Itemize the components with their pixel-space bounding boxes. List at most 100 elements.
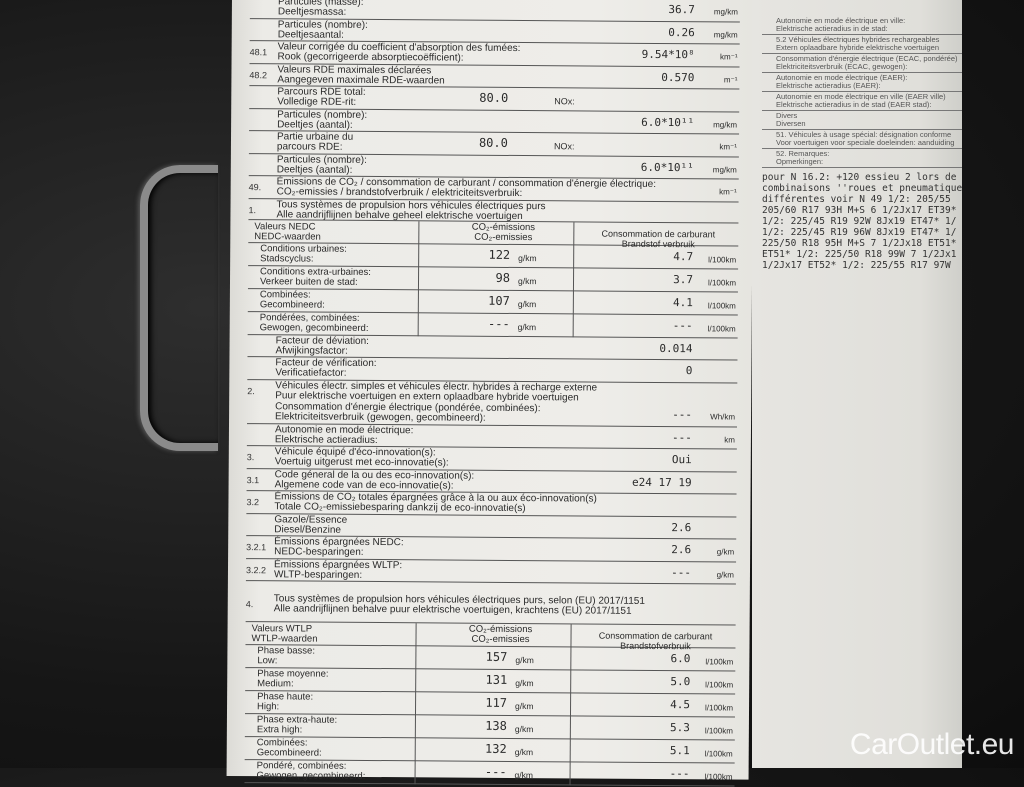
field-label: Consommation d'énergie électrique (pondé…: [275, 401, 541, 424]
field-value: 6.0*10¹¹: [641, 115, 695, 129]
label-nl: Elektrische actieradius:: [274, 433, 378, 446]
row-label: Phase moyenne: Medium:: [257, 668, 328, 689]
field-unit: mg/km: [713, 29, 738, 40]
fuel-value: 4.5: [670, 698, 691, 712]
co2-value: 157: [485, 649, 508, 664]
remarks-line: 1/2: 225/45 R19 96W 8Jx19 ET47* 1/: [762, 227, 957, 238]
label-nl: Deeltjesmassa:: [277, 6, 347, 18]
label-nl: Verificatiefactor:: [275, 367, 347, 379]
label-nl: High:: [257, 701, 280, 713]
fuel-unit: l/100km: [704, 772, 733, 782]
co2-value: 131: [485, 672, 508, 687]
field-value: 0.26: [668, 25, 695, 39]
co2-unit: g/km: [517, 298, 537, 309]
header-nl: NEDC-waarden: [254, 230, 321, 243]
row-label: Phase haute: High:: [257, 691, 313, 713]
door-handle: [140, 165, 218, 451]
table-row: Phase extra-haute: Extra high: 138 g/km 5.3 l…: [244, 714, 735, 741]
fuel-value: ---: [669, 767, 690, 781]
right-page-line: Elektrische actieradius in de stad (EAER…: [776, 100, 932, 109]
field-label: Véhicule équipé d'éco-innovation(s): Voer…: [275, 446, 449, 468]
right-page-row: Divers Diversen: [762, 111, 962, 130]
section-label: Tous systèmes de propulsion hors véhicul…: [274, 593, 645, 617]
distance-value: 80.0: [479, 90, 509, 105]
right-page-rows: Autonomie en mode électrique en ville: El…: [762, 16, 962, 168]
label-nl: Gewogen, gecombineerd:: [256, 770, 366, 782]
label-nl: Aangegeven maximale RDE-waarden: [277, 73, 445, 86]
fuel-value: 4.7: [673, 249, 694, 263]
right-page-line: Autonomie en mode électrique en ville:: [776, 16, 906, 25]
right-page-line: 5.2 Véhicules électriques hybrides recha…: [776, 35, 940, 44]
watermark-logo: CarOutlet.eu: [849, 728, 1015, 761]
table-header: Valeurs NEDC NEDC-waarden CO₂-émissions CO₂…: [248, 219, 739, 249]
header-fr: Consommation de carburant: [601, 228, 716, 239]
field-unit: km⁻¹: [719, 52, 738, 62]
table-header: Valeurs WTLP WTLP-waarden CO₂-émissions CO₂…: [245, 622, 736, 651]
fuel-value: 5.0: [670, 675, 691, 689]
item-number: 1.: [248, 204, 257, 215]
field-unit: g/km: [716, 569, 735, 580]
wltp-table: Valeurs WTLP WTLP-waarden CO₂-émissions CO₂…: [244, 621, 736, 787]
table-row: Phase haute: High: 117 g/km 4.5 l/100km: [244, 691, 736, 718]
row-label: Conditions urbaines: Stadscyclus:: [260, 243, 347, 265]
label-nl: Stadscyclus:: [260, 252, 314, 265]
right-page-line: 51. Véhicules à usage spécial: désignati…: [776, 130, 952, 139]
co2-unit: g/km: [517, 275, 537, 286]
label-nl: Deeltjes (aantal):: [277, 118, 353, 131]
label-nl: Deeltjes (aantal):: [276, 163, 353, 176]
right-page-line: Opmerkingen:: [776, 157, 824, 166]
fuel-value: ---: [672, 318, 693, 332]
co2-value: 138: [485, 718, 507, 733]
distance-value: 80.0: [478, 135, 508, 150]
header-values: Valeurs NEDC NEDC-waarden: [254, 221, 321, 243]
field-label: Facteur de vérification: Verificatiefacto…: [275, 357, 376, 379]
right-page-row: 51. Véhicules à usage spécial: désignati…: [762, 130, 962, 149]
header-co2: CO₂-émissions CO₂-emissies: [435, 624, 565, 645]
fuel-value: 5.3: [669, 721, 690, 735]
table-row: Phase moyenne: Medium: 131 g/km 5.0 l/100km: [245, 668, 736, 695]
fuel-unit: l/100km: [707, 323, 736, 334]
field-label: Valeurs RDE maximales déclarées Aangegeve…: [277, 64, 445, 86]
label-nl: Algemene code van de eco-innovatie(s):: [274, 478, 454, 492]
remarks-line: 205/60 R17 93H M+S 6 1/2Jx17 ET39*: [762, 205, 957, 216]
right-page-row: 5.2 Véhicules électriques hybrides recha…: [762, 35, 962, 54]
fuel-unit: l/100km: [708, 254, 737, 265]
right-page-row: 52. Remarques: Opmerkingen:: [762, 149, 962, 168]
remarks-line: 225/50 R18 95H M+S 7 1/2Jx18 ET51*: [762, 238, 957, 249]
header-nl: WTLP-waarden: [251, 633, 318, 645]
field-label: Gazole/Essence Diesel/Benzine: [274, 514, 347, 536]
label-nl: Elektriciteitsverbruik (gewogen, gecombi…: [275, 411, 486, 424]
label-nl: Extra high:: [256, 724, 303, 736]
co2-value: 122: [488, 247, 511, 262]
field-value: 0.570: [661, 70, 695, 84]
field-unit: km⁻¹: [719, 187, 737, 197]
item-number: 3.1: [246, 474, 260, 485]
label-nl: Verkeer buiten de stad:: [259, 275, 358, 288]
label-nl: Diesel/Benzine: [274, 523, 342, 536]
fuel-unit: l/100km: [705, 680, 734, 690]
header-values: Valeurs WTLP WTLP-waarden: [251, 623, 318, 645]
nedc-table: Valeurs NEDC NEDC-waarden CO₂-émissions CO₂…: [247, 218, 739, 339]
label-nl: Afwijkingsfactor:: [275, 344, 348, 357]
field-label: Particules (nombre): Deeltjesaantal:: [278, 19, 368, 41]
item-number: 48.2: [249, 69, 268, 80]
remarks-line: 1/2Jx17 ET52* 1/2: 225/55 R17 97W: [762, 260, 951, 271]
right-page-row: Autonomie en mode électrique (EAER): Elek…: [762, 73, 962, 92]
nox-label: NOx:: [554, 96, 575, 107]
field-value: ---: [672, 408, 693, 422]
field-label: Code géneral de la ou des eco-innovation…: [274, 469, 475, 492]
field-value: ---: [671, 565, 692, 579]
label-nl: parcours RDE:: [276, 141, 343, 153]
fuel-value: 6.0: [670, 652, 691, 666]
field-label: Particules (masse): Deeltjesmassa:: [278, 0, 364, 18]
remarks-line: pour N 16.2: +120 essieu 2 lors de: [762, 172, 957, 183]
item-number: 49.: [248, 182, 262, 193]
field-label: Partie urbaine du parcours RDE:: [276, 131, 353, 153]
label-nl: Gecombineerd:: [259, 298, 325, 311]
right-page-line: Voor voertuigen voor speciale doeleinden…: [776, 138, 955, 147]
co2-value: 98: [495, 270, 511, 285]
right-page-row: Autonomie en mode électrique en ville: El…: [762, 16, 962, 35]
fuel-unit: l/100km: [705, 657, 734, 667]
field-value: 6.0*10¹¹: [640, 160, 694, 174]
fuel-unit: l/100km: [707, 300, 736, 311]
